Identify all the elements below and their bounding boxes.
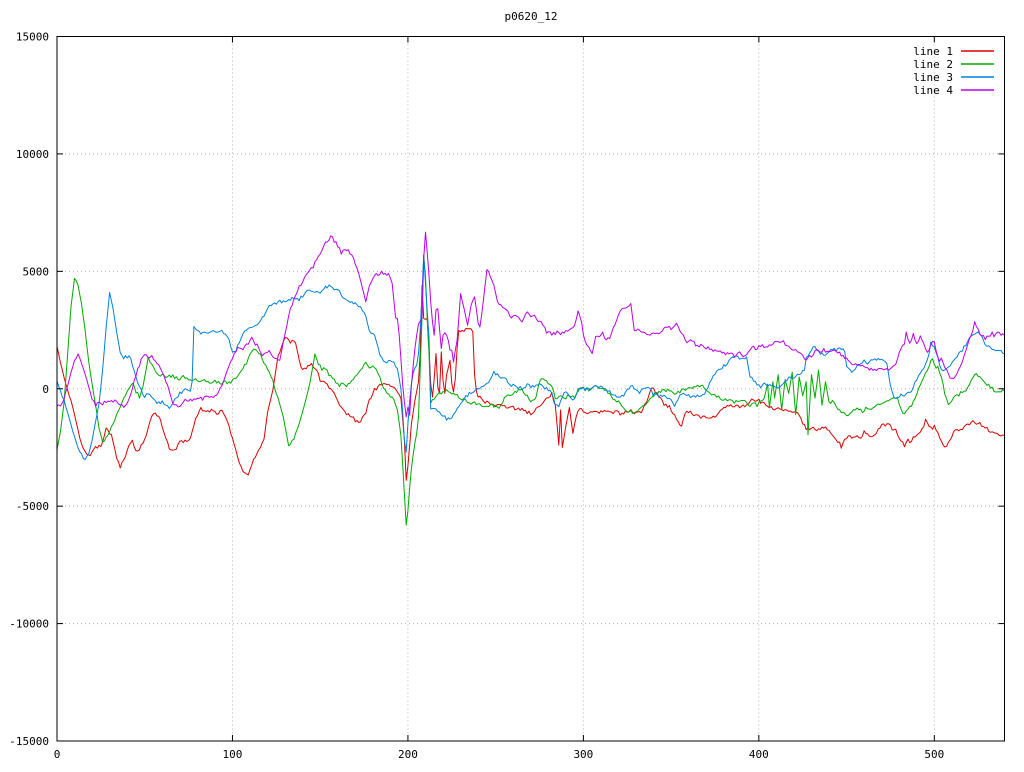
legend-label: line 3: [913, 71, 953, 84]
y-axis-tick-label: -15000: [9, 735, 49, 748]
y-axis-tick-label: 10000: [16, 148, 49, 161]
y-axis-tick-label: 15000: [16, 31, 49, 44]
legend-label: line 1: [913, 45, 953, 58]
y-axis-tick-label: -5000: [16, 500, 49, 513]
x-axis-tick-label: 200: [398, 748, 418, 761]
y-axis-tick-label: -10000: [9, 618, 49, 631]
legend-label: line 4: [913, 84, 953, 97]
x-axis-tick-label: 100: [223, 748, 243, 761]
x-axis-tick-label: 400: [749, 748, 769, 761]
chart-title: p0620_12: [505, 10, 558, 23]
series-path-line-3: [56, 254, 1005, 461]
plot-border: [56, 36, 1005, 742]
series-path-line-4: [56, 231, 1005, 418]
series-path-line-1: [56, 284, 1005, 481]
axes-and-ticks: 0 100 200 300 400 500 -15000 -10000 -5000 0 5000 10…: [9, 31, 1005, 761]
x-axis-tick-label: 500: [924, 748, 944, 761]
y-axis-tick-label: 0: [42, 383, 49, 396]
series-lines: [56, 231, 1005, 526]
y-axis-tick-label: 5000: [23, 265, 50, 278]
series-path-line-2: [56, 254, 1005, 526]
x-axis-tick-label: 300: [573, 748, 593, 761]
legend-label: line 2: [913, 58, 953, 71]
grid-lines: [57, 36, 1005, 741]
x-axis-tick-label: 0: [54, 748, 61, 761]
